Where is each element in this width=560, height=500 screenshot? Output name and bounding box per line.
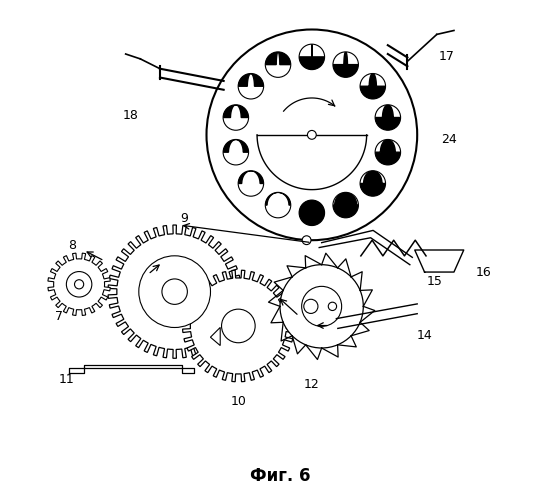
Circle shape	[299, 200, 325, 226]
Polygon shape	[238, 74, 264, 86]
Polygon shape	[238, 170, 264, 183]
Polygon shape	[375, 140, 400, 165]
Circle shape	[360, 170, 385, 196]
Circle shape	[207, 30, 417, 240]
Polygon shape	[375, 105, 400, 130]
Circle shape	[222, 309, 255, 343]
Polygon shape	[360, 74, 385, 99]
Polygon shape	[299, 44, 325, 70]
Polygon shape	[108, 225, 241, 358]
Polygon shape	[265, 192, 291, 205]
Circle shape	[307, 130, 316, 140]
Circle shape	[328, 302, 337, 310]
Circle shape	[304, 300, 318, 314]
Circle shape	[302, 236, 311, 244]
Text: 10: 10	[230, 396, 246, 408]
Text: Фиг. 6: Фиг. 6	[250, 468, 310, 485]
Circle shape	[66, 272, 92, 297]
Polygon shape	[211, 328, 220, 345]
Polygon shape	[360, 170, 385, 196]
Circle shape	[223, 105, 249, 130]
Circle shape	[265, 52, 291, 78]
Circle shape	[139, 256, 211, 328]
Text: 17: 17	[438, 50, 455, 63]
Polygon shape	[333, 52, 358, 78]
Circle shape	[74, 280, 83, 289]
Circle shape	[162, 279, 188, 304]
Polygon shape	[299, 200, 325, 226]
Circle shape	[238, 170, 264, 196]
Circle shape	[375, 140, 400, 165]
Circle shape	[223, 140, 249, 165]
Text: 15: 15	[426, 276, 442, 288]
Circle shape	[238, 74, 264, 99]
Circle shape	[360, 74, 385, 99]
Circle shape	[375, 105, 400, 130]
Polygon shape	[183, 270, 294, 382]
Circle shape	[280, 264, 363, 348]
Text: 18: 18	[123, 109, 138, 122]
Text: 12: 12	[304, 378, 320, 391]
Text: 14: 14	[417, 329, 432, 342]
Polygon shape	[48, 253, 110, 316]
Text: 11: 11	[59, 374, 74, 386]
Circle shape	[333, 192, 358, 218]
Polygon shape	[265, 52, 291, 64]
Circle shape	[333, 52, 358, 78]
Polygon shape	[333, 192, 358, 218]
Text: 7: 7	[54, 310, 63, 322]
Circle shape	[265, 192, 291, 218]
Polygon shape	[223, 140, 249, 152]
Circle shape	[302, 286, 342, 327]
Text: 16: 16	[475, 266, 491, 278]
Text: 9: 9	[180, 212, 188, 224]
Polygon shape	[223, 105, 249, 118]
Text: 8: 8	[68, 238, 76, 252]
Circle shape	[299, 44, 325, 70]
Text: 24: 24	[441, 133, 457, 146]
